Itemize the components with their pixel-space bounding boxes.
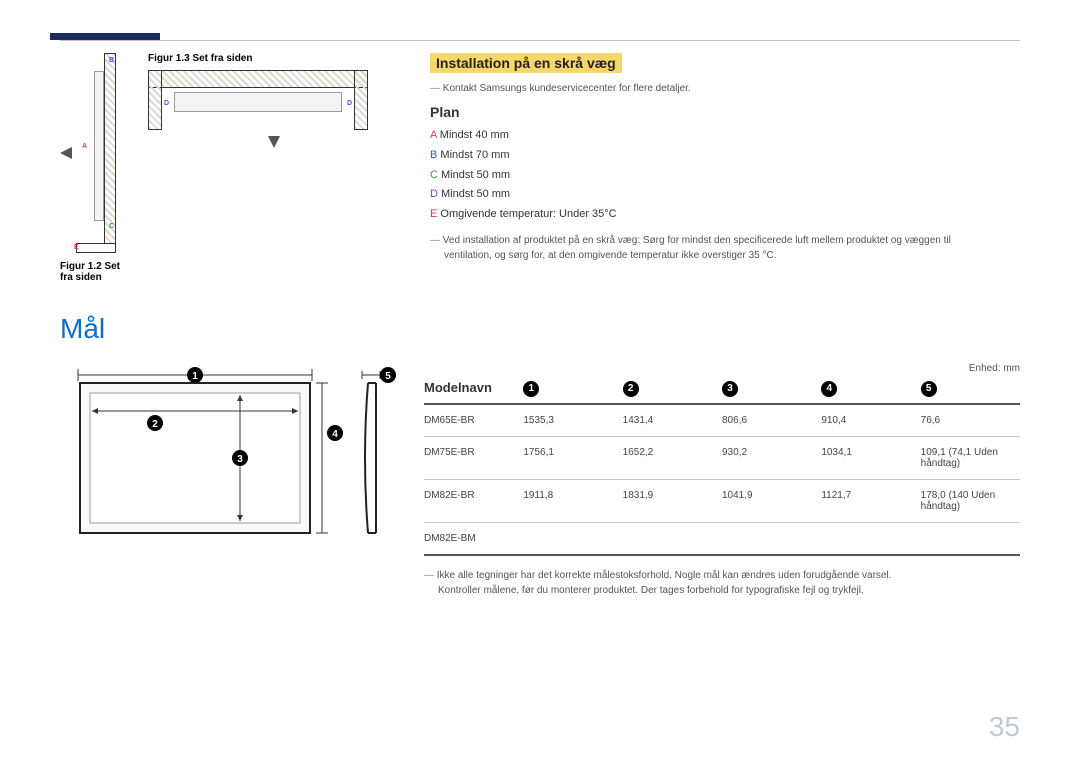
install-warning: Ved installation af produktet på en skrå… (430, 233, 1020, 263)
cell: 1756,1 (523, 447, 622, 469)
cell: 806,6 (722, 415, 821, 426)
table-header-row: Modelnavn 1 2 3 4 5 (424, 378, 1020, 405)
plan-text-b: Mindst 70 mm (440, 149, 509, 161)
table-row: DM82E-BM (424, 523, 1020, 556)
cell-model: DM75E-BR (424, 447, 523, 469)
cell: 1034,1 (821, 447, 920, 469)
main-content: B A C E Figur 1.2 Set fra siden Figur 1.… (60, 53, 1020, 283)
header-model: Modelnavn (424, 380, 523, 395)
cell-model: DM82E-BM (424, 533, 523, 544)
plan-key-e: E (430, 208, 437, 220)
label-b: B (109, 57, 114, 64)
cell: 1652,2 (623, 447, 722, 469)
fig12-caption: Figur 1.2 Set fra siden (60, 261, 130, 283)
cell: 1911,8 (523, 490, 622, 512)
footnote-l1: Ikke alle tegninger har det korrekte mål… (437, 570, 892, 581)
table-row: DM65E-BR 1535,3 1431,4 806,6 910,4 76,6 (424, 405, 1020, 437)
install-warning-l1: Ved installation af produktet på en skrå… (443, 235, 951, 246)
label-d-left: D (164, 100, 169, 107)
header-col-5: 5 (921, 381, 937, 397)
cell: 76,6 (921, 415, 1020, 426)
svg-text:3: 3 (237, 454, 243, 465)
tv-diagram-svg: 1 2 3 4 5 (60, 363, 400, 553)
cell: 1535,3 (523, 415, 622, 426)
install-contact-note: Kontakt Samsungs kundeservicecenter for … (430, 83, 1020, 94)
plan-list: A Mindst 40 mm B Mindst 70 mm C Mindst 5… (430, 126, 1020, 225)
header-col-1: 1 (523, 381, 539, 397)
dimensions-row: 1 2 3 4 5 Enhed: mm Modelna (60, 363, 1020, 598)
svg-text:1: 1 (192, 371, 198, 382)
fig13-caption: Figur 1.3 Set fra siden (148, 53, 400, 64)
install-warning-l2: ventilation, og sørg for, at den omgiven… (430, 248, 1020, 263)
cell (821, 533, 920, 544)
cell: 910,4 (821, 415, 920, 426)
arrow-down-icon (268, 136, 280, 148)
dimensions-heading: Mål (60, 313, 1020, 345)
unit-label: Enhed: mm (424, 363, 1020, 374)
svg-text:4: 4 (332, 429, 338, 440)
cell-model: DM82E-BR (424, 490, 523, 512)
arrow-left-icon (60, 147, 72, 159)
cell (623, 533, 722, 544)
label-d-right: D (347, 100, 352, 107)
cell: 1831,9 (623, 490, 722, 512)
svg-text:2: 2 (152, 419, 158, 430)
plan-key-b: B (430, 149, 437, 161)
plan-text-d: Mindst 50 mm (441, 188, 510, 200)
cell: 930,2 (722, 447, 821, 469)
cell: 1121,7 (821, 490, 920, 512)
label-e: E (74, 244, 79, 251)
figures-column: B A C E Figur 1.2 Set fra siden Figur 1.… (60, 53, 400, 283)
header-col-4: 4 (821, 381, 837, 397)
footnote-l2: Kontroller målene, før du monterer produ… (424, 583, 1020, 598)
plan-key-a: A (430, 129, 437, 141)
header-col-3: 3 (722, 381, 738, 397)
plan-key-c: C (430, 169, 438, 181)
plan-heading: Plan (430, 104, 1020, 120)
cell-model: DM65E-BR (424, 415, 523, 426)
cell (523, 533, 622, 544)
plan-text-e: Omgivende temperatur: Under 35°C (440, 208, 616, 220)
plan-text-a: Mindst 40 mm (440, 129, 509, 141)
dimensions-footnote: Ikke alle tegninger har det korrekte mål… (424, 568, 1020, 598)
table-row: DM82E-BR 1911,8 1831,9 1041,9 1121,7 178… (424, 480, 1020, 523)
cell (722, 533, 821, 544)
plan-text-c: Mindst 50 mm (441, 169, 510, 181)
table-row: DM75E-BR 1756,1 1652,2 930,2 1034,1 109,… (424, 437, 1020, 480)
label-c: C (109, 223, 114, 230)
cell: 1431,4 (623, 415, 722, 426)
cell (921, 533, 1020, 544)
page-number: 35 (989, 711, 1020, 743)
cell: 178,0 (140 Uden håndtag) (921, 490, 1020, 512)
cell: 1041,9 (722, 490, 821, 512)
label-a: A (82, 143, 87, 150)
dimensions-table: Enhed: mm Modelnavn 1 2 3 4 5 DM65E-BR 1… (424, 363, 1020, 598)
cell: 109,1 (74,1 Uden håndtag) (921, 447, 1020, 469)
plan-key-d: D (430, 188, 438, 200)
header-col-2: 2 (623, 381, 639, 397)
svg-text:5: 5 (385, 371, 391, 382)
header-rule (60, 40, 1020, 41)
install-column: Installation på en skrå væg Kontakt Sams… (430, 53, 1020, 283)
tv-diagram: 1 2 3 4 5 (60, 363, 400, 558)
install-title: Installation på en skrå væg (430, 53, 622, 73)
